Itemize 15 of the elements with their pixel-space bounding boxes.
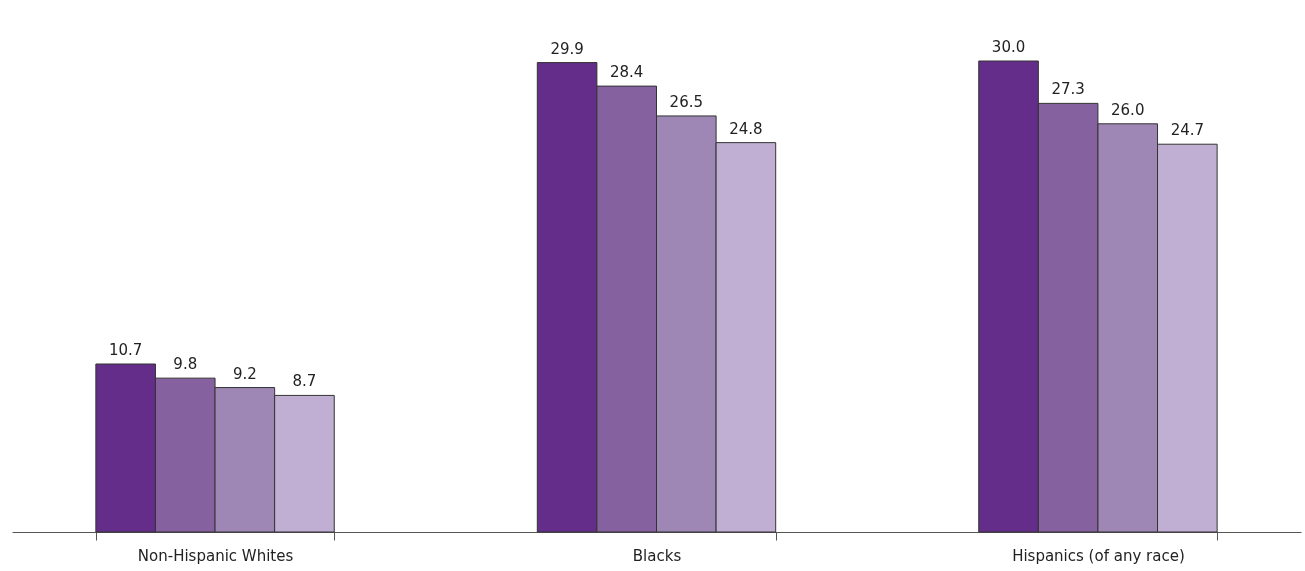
data-label: 8.7 bbox=[292, 372, 317, 391]
data-label: 10.7 bbox=[108, 341, 143, 360]
x-tick-label: Non-Hispanic Whites bbox=[137, 546, 294, 565]
data-label: 24.8 bbox=[729, 119, 763, 138]
data-label: 30.0 bbox=[991, 38, 1026, 56]
data-label: 28.4 bbox=[610, 63, 644, 82]
x-tick-label: Hispanics (of any race) bbox=[1012, 546, 1185, 565]
data-label: 26.5 bbox=[669, 92, 703, 111]
data-label: 24.7 bbox=[1170, 121, 1205, 140]
x-tick-label: Blacks bbox=[632, 546, 682, 565]
data-label: 27.3 bbox=[1051, 80, 1085, 99]
data-label: 29.9 bbox=[550, 39, 584, 58]
data-label: 26.0 bbox=[1111, 100, 1145, 119]
data-label: 9.2 bbox=[232, 364, 257, 383]
data-label: 9.8 bbox=[173, 355, 198, 374]
